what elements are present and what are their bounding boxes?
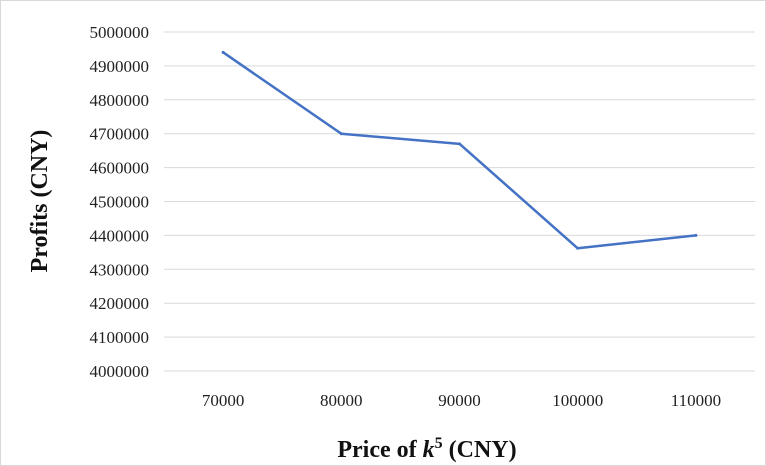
data-point xyxy=(576,246,580,250)
data-point xyxy=(221,50,225,54)
x-axis-title-superscript: 5 xyxy=(435,435,443,452)
x-tick-label: 70000 xyxy=(202,391,245,410)
y-axis-ticks: 4000000 4100000 4200000 4300000 4400000 45000… xyxy=(90,23,150,381)
x-tick-label: 110000 xyxy=(671,391,721,410)
y-tick-label: 4600000 xyxy=(90,159,150,178)
gridlines xyxy=(164,31,755,372)
data-point xyxy=(694,233,698,237)
y-tick-label: 4800000 xyxy=(90,91,150,110)
y-tick-label: 4900000 xyxy=(90,57,150,76)
x-tick-label: 100000 xyxy=(552,391,603,410)
x-axis-title-variable: k xyxy=(423,437,435,463)
x-axis-title: Price of k5 (CNY) xyxy=(337,435,516,463)
x-tick-label: 80000 xyxy=(320,391,363,410)
y-tick-label: 4000000 xyxy=(90,362,150,381)
x-axis-title-prefix: Price of xyxy=(337,437,422,463)
data-point xyxy=(458,142,461,146)
y-tick-label: 4300000 xyxy=(90,260,150,279)
x-tick-label: 90000 xyxy=(438,391,481,410)
y-tick-label: 5000000 xyxy=(90,23,150,42)
y-tick-label: 4400000 xyxy=(90,226,150,245)
y-tick-label: 4200000 xyxy=(90,294,150,313)
x-axis-title-suffix: (CNY) xyxy=(443,437,517,463)
x-axis-ticks: 70000 80000 90000 100000 110000 xyxy=(202,391,721,410)
y-tick-label: 4500000 xyxy=(90,193,150,212)
y-tick-label: 4100000 xyxy=(90,328,150,347)
series-line xyxy=(221,51,698,250)
y-axis-title: Profits (CNY) xyxy=(27,130,53,273)
data-point xyxy=(339,132,343,136)
series-lines xyxy=(221,50,698,250)
y-tick-label: 4700000 xyxy=(90,125,150,144)
